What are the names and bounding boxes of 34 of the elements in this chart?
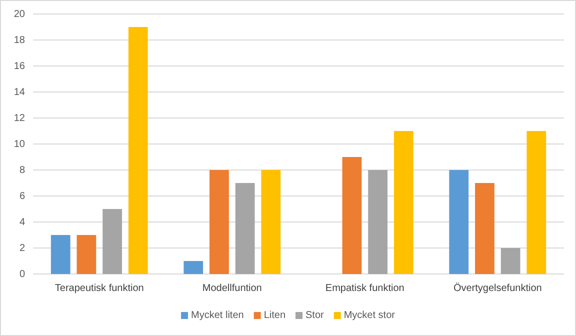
bar: [368, 170, 388, 274]
bar: [184, 261, 204, 274]
bar: [261, 170, 281, 274]
bar: [128, 27, 148, 274]
y-tick-label: 14: [14, 87, 26, 98]
legend-label: Stor: [306, 310, 325, 321]
y-tick-label: 10: [14, 139, 26, 150]
bar: [50, 235, 70, 274]
y-tick-label: 6: [19, 191, 26, 202]
bar: [394, 131, 414, 274]
bar: [449, 170, 469, 274]
bar: [526, 131, 546, 274]
bar: [500, 248, 520, 274]
x-tick-label: Empatisk funktion: [325, 283, 404, 294]
x-tick-label: Modellfuntion: [202, 283, 262, 294]
x-tick-label: Övertygelsefunktion: [453, 282, 542, 294]
y-tick-label: 20: [14, 9, 26, 20]
y-tick-label: 12: [14, 113, 26, 124]
legend-label: Mycket liten: [191, 310, 244, 321]
bar: [210, 170, 229, 274]
y-tick-label: 18: [14, 35, 26, 46]
y-tick-label: 2: [19, 243, 26, 254]
legend-label: Liten: [264, 310, 286, 321]
y-tick-label: 16: [14, 61, 26, 72]
y-tick-label: 4: [19, 217, 26, 228]
legend-label: Mycket stor: [344, 310, 396, 321]
bar: [342, 157, 362, 274]
bar: [235, 183, 255, 274]
y-tick-label: 8: [19, 165, 26, 176]
bar: [102, 209, 122, 274]
x-tick-label: Terapeutisk funktion: [54, 283, 144, 294]
bar: [76, 235, 96, 274]
bar: [475, 183, 494, 274]
y-tick-label: 0: [19, 269, 26, 280]
